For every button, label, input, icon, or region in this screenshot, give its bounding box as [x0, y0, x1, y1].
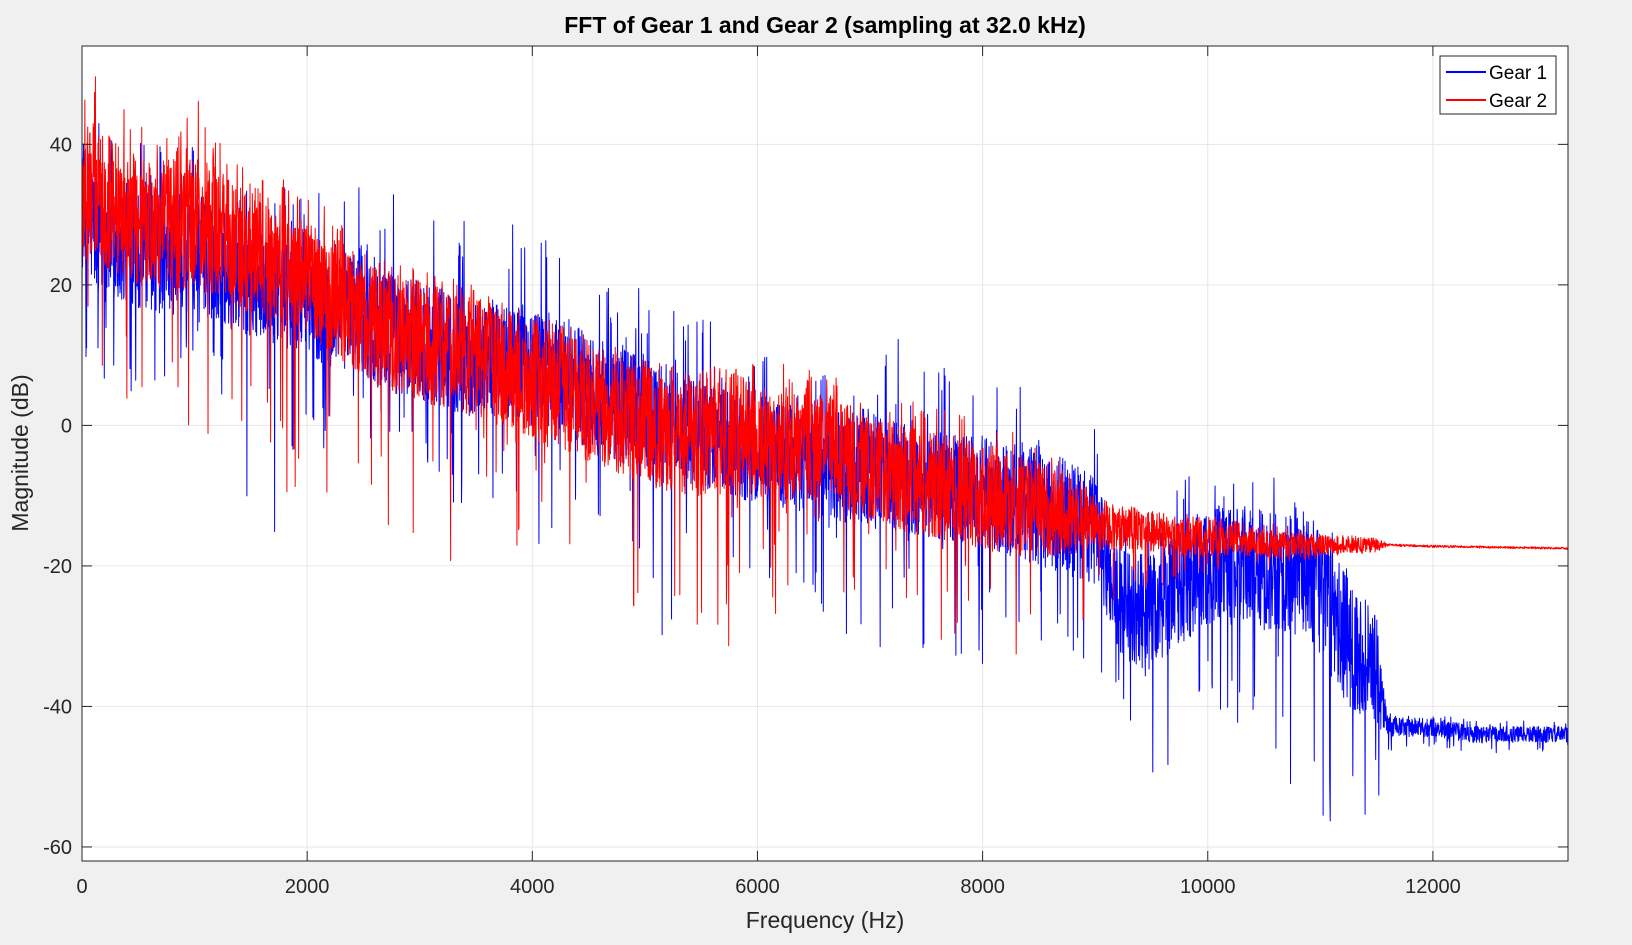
x-tick-label: 4000: [510, 876, 555, 898]
x-tick-label: 8000: [960, 876, 1005, 898]
legend-box: [1439, 55, 1557, 115]
plot-axes[interactable]: [81, 45, 1569, 862]
y-axis-label: Magnitude (dB): [7, 374, 33, 531]
x-tick-label: 10000: [1180, 876, 1236, 898]
y-tick-labels: -60 -40 -20 0 20 40: [43, 134, 72, 859]
x-tick-label: 0: [76, 876, 87, 898]
x-tick-labels: 0 2000 4000 6000 8000 10000 12000: [76, 876, 1460, 898]
x-tick-label: 6000: [735, 876, 780, 898]
x-axis-label: Frequency (Hz): [746, 907, 904, 933]
series-layer: [81, 76, 1569, 822]
y-tick-label: 0: [61, 415, 72, 437]
y-tick-label: -20: [43, 556, 72, 578]
series-line-gear-2: [81, 76, 1569, 655]
x-tick-label: 2000: [285, 876, 330, 898]
grid-lines: [82, 46, 1568, 861]
y-tick-label: 20: [50, 275, 72, 297]
plot-frame: [81, 45, 1569, 862]
tick-marks: [81, 46, 1568, 861]
legend-label-gear-1: Gear 1: [1489, 63, 1547, 84]
chart-title: FFT of Gear 1 and Gear 2 (sampling at 32…: [564, 12, 1085, 38]
y-tick-label: -60: [43, 837, 72, 859]
legend-label-gear-2: Gear 2: [1489, 91, 1547, 112]
y-tick-label: -40: [43, 696, 72, 718]
legend[interactable]: Gear 1 Gear 2: [1439, 55, 1557, 115]
x-tick-label: 12000: [1405, 876, 1461, 898]
y-tick-label: 40: [50, 134, 72, 156]
